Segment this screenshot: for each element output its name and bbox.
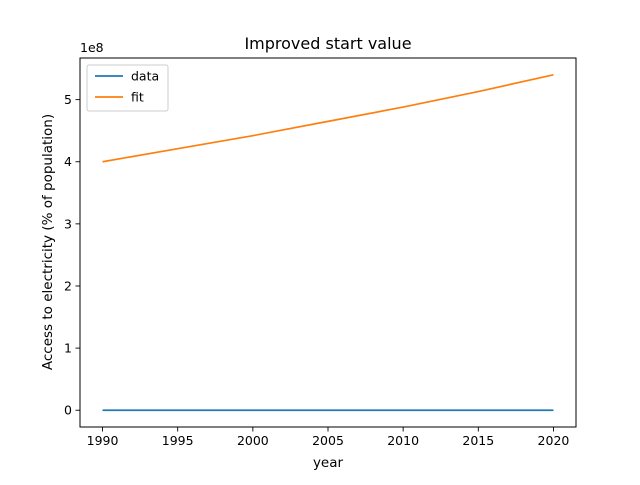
legend: data fit [86, 64, 169, 112]
y-tick-label: 3 [64, 216, 72, 231]
x-axis-label: year [313, 455, 344, 471]
y-offset-label: 1e8 [80, 40, 104, 55]
x-tick-label: 2000 [237, 433, 269, 448]
series-line-fit [102, 73, 554, 163]
x-tick-label: 2015 [462, 433, 494, 448]
y-tick-label: 5 [64, 92, 72, 107]
y-tick-label: 0 [64, 403, 72, 418]
x-tick-label: 1995 [162, 433, 194, 448]
legend-label-data: data [131, 69, 159, 84]
plot-frame [79, 57, 577, 428]
legend-label-fit: fit [131, 90, 144, 105]
y-tick-label: 2 [64, 278, 72, 293]
x-tick-label: 1990 [87, 433, 119, 448]
y-tick-label: 4 [64, 154, 72, 169]
x-tick-label: 2010 [387, 433, 419, 448]
x-tick-label: 2020 [538, 433, 570, 448]
y-tick-label: 1 [64, 341, 72, 356]
plot-lines [102, 73, 554, 412]
chart-title: Improved start value [244, 34, 411, 53]
x-tick-label: 2005 [312, 433, 344, 448]
y-axis-label: Access to electricity (% of population) [40, 114, 56, 370]
axis-ticks: 1990 1995 2000 2005 2010 2015 2020 0 1 2 3 4 5 [64, 92, 569, 448]
